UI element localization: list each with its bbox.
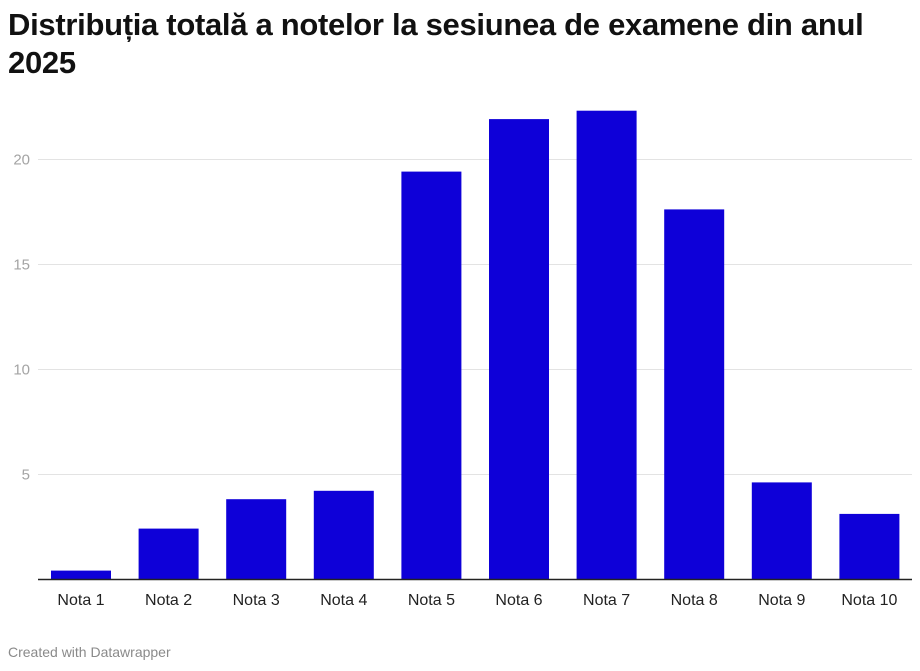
x-category-label: Nota 9 [758, 592, 805, 609]
x-category-label: Nota 1 [57, 592, 104, 609]
x-category-label: Nota 6 [495, 592, 542, 609]
gridlines [38, 159, 912, 475]
x-category-label: Nota 4 [320, 592, 367, 609]
y-tick-label: 5 [22, 467, 30, 484]
x-category-label: Nota 3 [233, 592, 280, 609]
x-category-label: Nota 2 [145, 592, 192, 609]
y-axis-tick-labels: 5 10 15 20 [13, 152, 30, 484]
datawrapper-credit: Created with Datawrapper [8, 644, 171, 660]
bar-nota-6 [489, 119, 549, 579]
bar-nota-1 [51, 570, 111, 579]
bar-nota-9 [751, 482, 812, 579]
x-category-label: Nota 5 [408, 592, 455, 609]
y-tick-label: 20 [13, 152, 30, 169]
bar-nota-5 [401, 171, 462, 579]
x-category-label: Nota 10 [841, 592, 897, 609]
x-category-label: Nota 8 [671, 592, 718, 609]
chart-title: Distribuția totală a notelor la sesiunea… [8, 7, 864, 80]
x-category-label: Nota 7 [583, 592, 630, 609]
x-axis-category-labels: Nota 1 Nota 2 Nota 3 Nota 4 Nota 5 Nota 6 Nota… [57, 592, 897, 609]
y-tick-label: 15 [13, 257, 30, 274]
bar-nota-3 [226, 499, 287, 579]
bar-nota-4 [313, 490, 374, 579]
bars [51, 110, 900, 579]
bar-nota-2 [138, 528, 199, 579]
bar-nota-7 [576, 110, 637, 579]
y-tick-label: 10 [13, 362, 30, 379]
bar-nota-8 [664, 209, 725, 579]
bar-nota-10 [839, 513, 900, 579]
